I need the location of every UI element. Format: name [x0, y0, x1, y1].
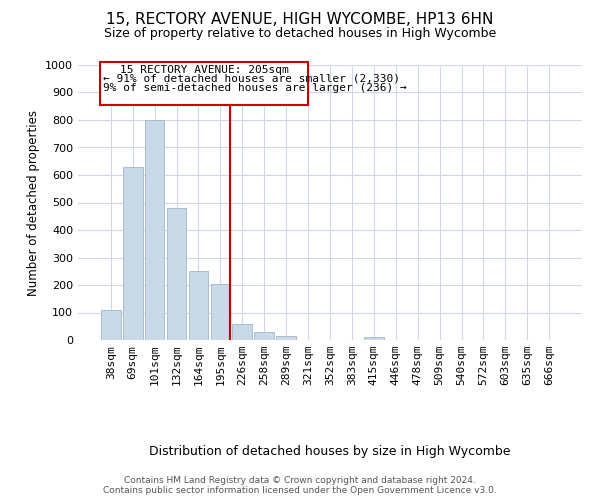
Bar [101, 310, 121, 340]
Text: Size of property relative to detached houses in High Wycombe: Size of property relative to detached ho… [104, 28, 496, 40]
FancyBboxPatch shape [100, 62, 308, 105]
Y-axis label: Number of detached properties: Number of detached properties [26, 110, 40, 296]
Bar [145, 120, 164, 340]
Bar [188, 271, 208, 340]
Bar [211, 284, 230, 340]
Text: Contains HM Land Registry data © Crown copyright and database right 2024.
Contai: Contains HM Land Registry data © Crown c… [103, 476, 497, 495]
Text: Distribution of detached houses by size in High Wycombe: Distribution of detached houses by size … [149, 444, 511, 458]
Bar [232, 324, 252, 340]
Text: 15, RECTORY AVENUE, HIGH WYCOMBE, HP13 6HN: 15, RECTORY AVENUE, HIGH WYCOMBE, HP13 6… [106, 12, 494, 28]
Text: ← 91% of detached houses are smaller (2,330): ← 91% of detached houses are smaller (2,… [103, 74, 400, 84]
Bar [254, 332, 274, 340]
Bar [167, 208, 187, 340]
Bar [123, 167, 143, 340]
Bar [364, 338, 384, 340]
Text: 9% of semi-detached houses are larger (236) →: 9% of semi-detached houses are larger (2… [103, 82, 407, 92]
Bar [276, 336, 296, 340]
Text: 15 RECTORY AVENUE: 205sqm: 15 RECTORY AVENUE: 205sqm [119, 64, 289, 74]
